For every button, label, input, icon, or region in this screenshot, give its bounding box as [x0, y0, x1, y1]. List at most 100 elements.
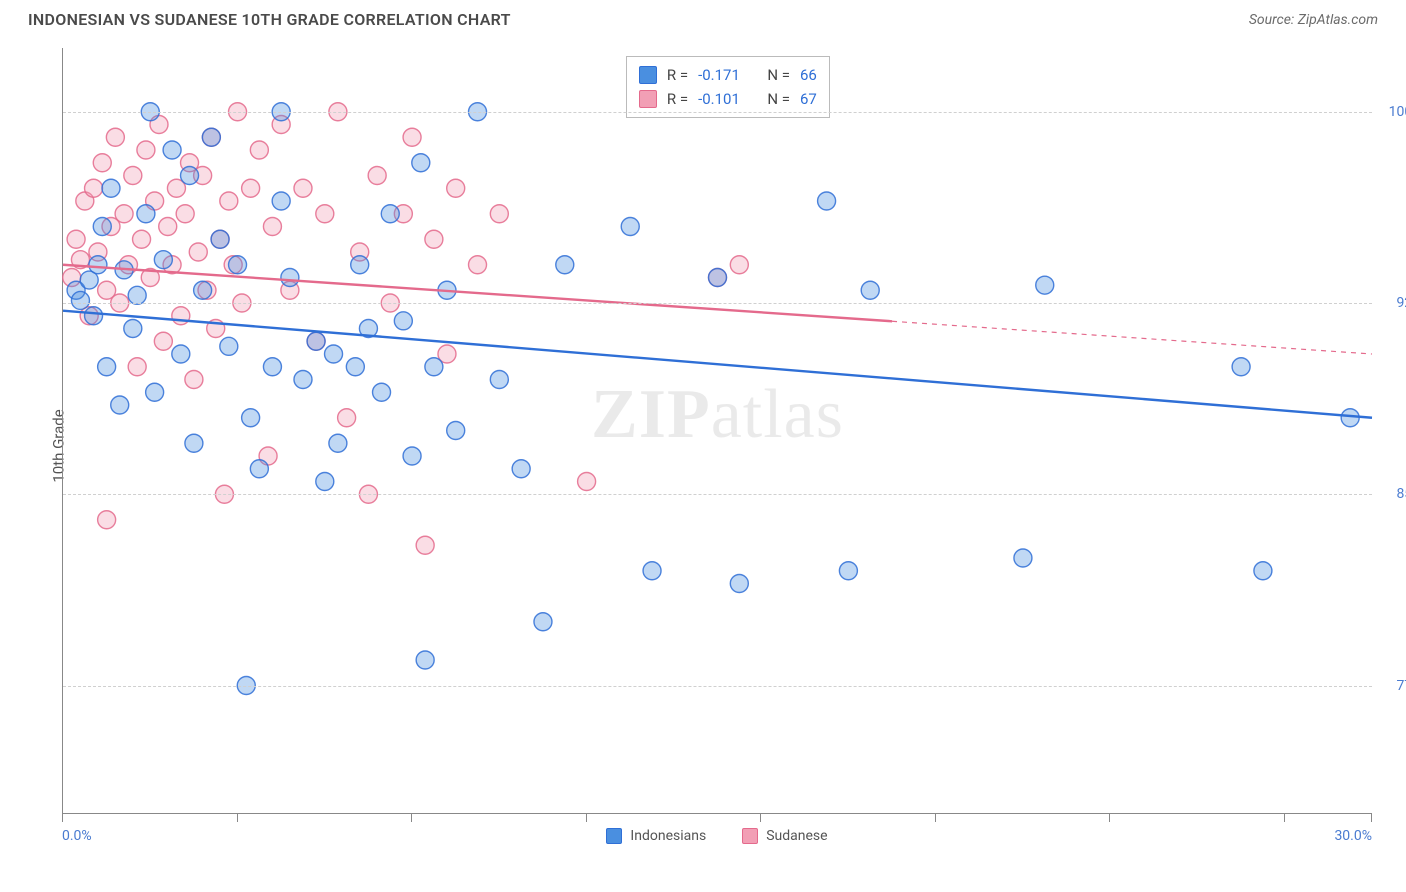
scatter-point — [294, 371, 312, 389]
scatter-point — [242, 409, 260, 427]
scatter-point — [89, 256, 107, 274]
scatter-point — [229, 256, 247, 274]
scatter-point — [124, 167, 142, 185]
scatter-point — [242, 179, 260, 197]
scatter-point — [220, 337, 238, 355]
stat-n-label: N = — [767, 87, 790, 111]
scatter-point — [133, 230, 151, 248]
legend-item-indonesians: Indonesians — [606, 828, 706, 844]
scatter-point — [1254, 562, 1272, 580]
legend-swatch-icon — [742, 828, 758, 844]
scatter-point — [425, 230, 443, 248]
scatter-point — [263, 218, 281, 236]
scatter-point — [839, 562, 857, 580]
scatter-point — [294, 179, 312, 197]
stat-n-value: 66 — [800, 63, 817, 87]
scatter-point — [556, 256, 574, 274]
scatter-point — [368, 167, 386, 185]
scatter-point — [818, 192, 836, 210]
scatter-point — [263, 358, 281, 376]
scatter-point — [220, 192, 238, 210]
scatter-point — [159, 218, 177, 236]
scatter-point — [346, 358, 364, 376]
stats-swatch-icon — [639, 90, 657, 108]
x-max-label: 30.0% — [1334, 828, 1372, 844]
scatter-point — [115, 205, 133, 223]
scatter-point — [67, 230, 85, 248]
scatter-point — [381, 205, 399, 223]
scatter-point — [329, 434, 347, 452]
scatter-point — [416, 651, 434, 669]
chart-area: 10th Grade ZIPatlas R =-0.171 N =66R =-0… — [28, 42, 1378, 850]
scatter-point — [307, 332, 325, 350]
scatter-point — [185, 434, 203, 452]
stat-n-value: 67 — [800, 87, 817, 111]
scatter-point — [71, 291, 89, 309]
stat-r-label: R = — [667, 63, 688, 87]
y-tick-label: 85.0% — [1396, 486, 1406, 502]
scatter-point — [154, 332, 172, 350]
scatter-point — [281, 269, 299, 287]
scatter-point — [176, 205, 194, 223]
scatter-point — [163, 141, 181, 159]
scatter-point — [98, 358, 116, 376]
stat-n-label: N = — [767, 63, 790, 87]
stats-swatch-icon — [639, 66, 657, 84]
stat-r-label: R = — [667, 87, 688, 111]
scatter-point — [172, 345, 190, 363]
scatter-point — [102, 179, 120, 197]
scatter-point — [137, 205, 155, 223]
scatter-point — [403, 447, 421, 465]
scatter-point — [316, 205, 334, 223]
scatter-point — [85, 179, 103, 197]
scatter-point — [416, 536, 434, 554]
scatter-point — [1014, 549, 1032, 567]
scatter-point — [316, 473, 334, 491]
scatter-point — [1036, 276, 1054, 294]
scatter-point — [250, 141, 268, 159]
scatter-point — [643, 562, 661, 580]
stats-legend: R =-0.171 N =66R =-0.101 N =67 — [626, 56, 830, 118]
scatter-point — [106, 128, 124, 146]
scatter-point — [189, 243, 207, 261]
scatter-point — [202, 128, 220, 146]
scatter-point — [185, 371, 203, 389]
scatter-point — [469, 256, 487, 274]
scatter-point — [154, 251, 172, 269]
scatter-point — [425, 358, 443, 376]
scatter-point — [128, 358, 146, 376]
scatter-point — [338, 409, 356, 427]
x-axis-row: 0.0% Indonesians Sudanese 30.0% — [62, 822, 1372, 850]
scatter-point — [85, 307, 103, 325]
scatter-point — [1232, 358, 1250, 376]
legend-label: Sudanese — [766, 828, 827, 844]
scatter-point — [534, 613, 552, 631]
y-tick-label: 100.0% — [1389, 104, 1406, 120]
legend-swatch-icon — [606, 828, 622, 844]
scatter-point — [412, 154, 430, 172]
scatter-point — [98, 511, 116, 529]
scatter-point — [447, 179, 465, 197]
scatter-point — [250, 460, 268, 478]
scatter-point — [137, 141, 155, 159]
scatter-point — [861, 281, 879, 299]
stats-row: R = -0.171 N = 66 — [639, 63, 817, 87]
scatter-point — [146, 383, 164, 401]
y-tick-label: 77.5% — [1396, 678, 1406, 694]
scatter-point — [730, 575, 748, 593]
scatter-point — [211, 230, 229, 248]
source-label: Source: ZipAtlas.com — [1249, 12, 1378, 28]
plot-region: ZIPatlas R =-0.171 N =66R =-0.101 N =67 … — [62, 48, 1372, 814]
scatter-point — [181, 167, 199, 185]
scatter-point — [490, 205, 508, 223]
scatter-point — [128, 286, 146, 304]
stat-r-value: -0.171 — [698, 63, 740, 87]
scatter-point — [373, 383, 391, 401]
scatter-point — [512, 460, 530, 478]
scatter-point — [194, 281, 212, 299]
scatter-point — [124, 320, 142, 338]
legend-label: Indonesians — [630, 828, 706, 844]
scatter-point — [709, 269, 727, 287]
scatter-point — [351, 256, 369, 274]
chart-title: INDONESIAN VS SUDANESE 10TH GRADE CORREL… — [28, 10, 511, 29]
